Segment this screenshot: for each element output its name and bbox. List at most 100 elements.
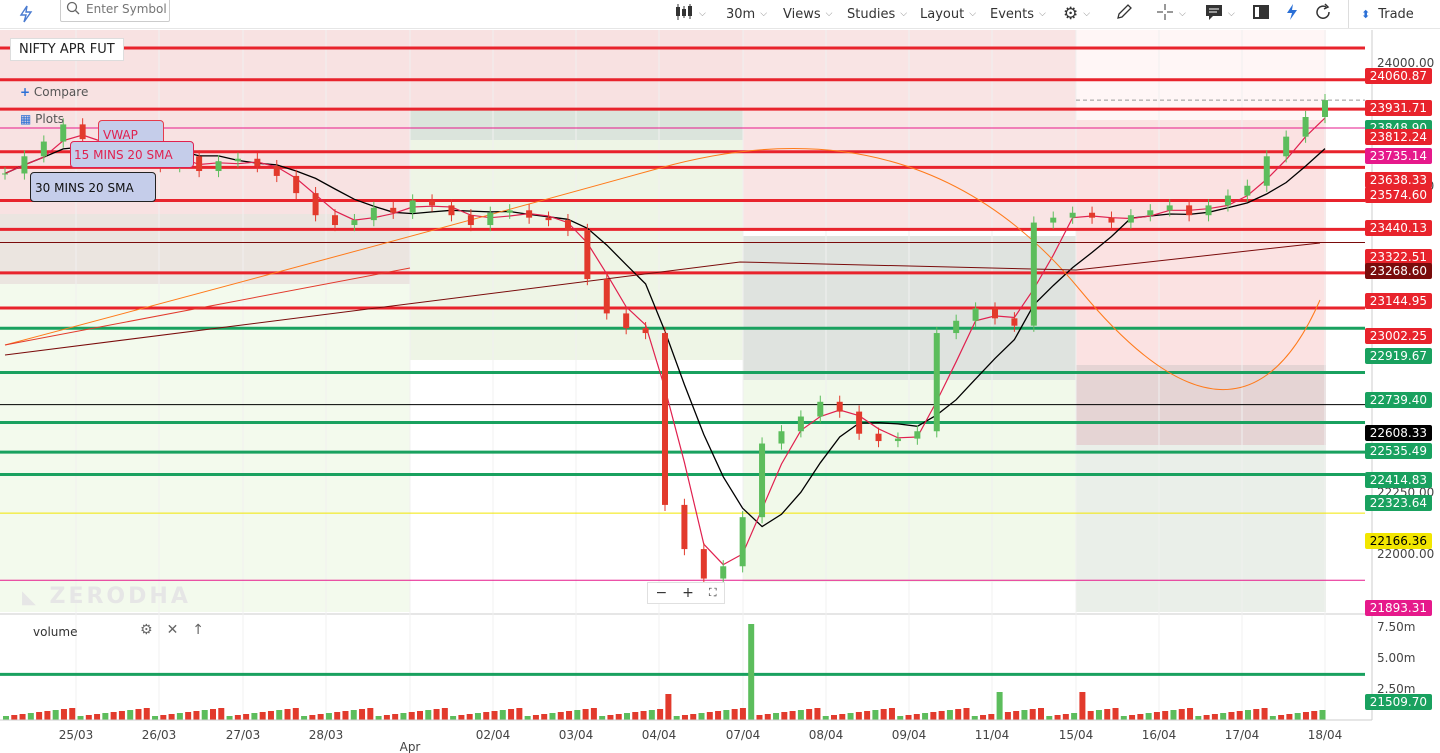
volume-bar <box>1302 712 1309 720</box>
volume-bar <box>1004 712 1011 720</box>
fullscreen-icon[interactable]: ⛶ <box>708 586 717 599</box>
plots-button[interactable]: ▦ Plots <box>20 112 64 126</box>
close-icon[interactable]: ✕ <box>166 622 179 638</box>
volume-bar <box>226 716 233 720</box>
candle-body <box>953 320 960 334</box>
zoom-in-button[interactable]: + <box>682 585 694 601</box>
gear-icon[interactable]: ⚙ <box>140 622 153 638</box>
volume-bar <box>1261 708 1268 720</box>
candle-body <box>40 141 47 157</box>
views-dropdown[interactable]: Views ⌵ <box>783 0 832 28</box>
chart-type-button[interactable]: ⌵ <box>674 0 706 28</box>
price-chart[interactable]: 24000.0023500.0022250.0022000.007.50m5.0… <box>0 28 1440 753</box>
volume-bar <box>1129 715 1136 720</box>
comment-button[interactable]: ⌵ <box>1205 0 1235 28</box>
crosshair-button[interactable]: ⌵ <box>1156 0 1186 28</box>
price-tag: 23574.60 <box>1364 187 1432 204</box>
volume-bar <box>797 710 804 720</box>
trade-label: Trade <box>1378 6 1414 22</box>
x-axis-label: 04/04 <box>642 728 677 742</box>
draw-button[interactable] <box>1115 0 1133 28</box>
zoom-out-button[interactable]: − <box>655 585 668 601</box>
ema-orange-line <box>4 148 1321 390</box>
candle-body <box>1011 318 1018 326</box>
volume-bar <box>789 711 796 720</box>
volume-bar <box>1228 712 1235 720</box>
compare-button[interactable]: + Compare <box>20 85 88 99</box>
volume-bar <box>259 712 266 720</box>
volume-bar <box>474 713 481 720</box>
chevron-down-icon: ⌵ <box>699 9 706 19</box>
volume-bar <box>176 713 183 720</box>
panel-toggle-button[interactable] <box>1252 0 1270 28</box>
volume-bar <box>325 713 332 720</box>
volume-bar <box>292 708 299 720</box>
views-label: Views <box>783 6 821 22</box>
refresh-button[interactable] <box>1314 0 1332 28</box>
symbol-search[interactable] <box>60 0 170 22</box>
x-axis-label: 26/03 <box>142 728 177 742</box>
volume-axis-label: 5.00m <box>1377 651 1415 665</box>
axes: 24000.0023500.0022250.0022000.007.50m5.0… <box>0 30 1434 753</box>
volume-bar <box>367 708 374 720</box>
x-axis-label: 15/04 <box>1059 728 1094 742</box>
candle-body <box>739 517 746 567</box>
x-axis-label: 03/04 <box>559 728 594 742</box>
chevron-down-icon: ⌵ <box>1083 9 1091 19</box>
volume-bar <box>888 708 895 720</box>
events-dropdown[interactable]: Events ⌵ <box>990 0 1046 28</box>
volume-bar <box>748 624 755 720</box>
comment-icon <box>1205 4 1223 24</box>
volume-bar <box>1162 711 1169 720</box>
lightning-icon[interactable] <box>18 0 34 28</box>
layout-dropdown[interactable]: Layout ⌵ <box>920 0 976 28</box>
volume-bar <box>201 710 208 720</box>
volume-bar <box>210 709 216 720</box>
candle-body <box>467 215 474 226</box>
price-tag: 23144.95 <box>1364 292 1432 309</box>
trade-button[interactable]: ⬍ Trade <box>1348 0 1414 28</box>
volume-bar <box>574 710 581 720</box>
volume-bar <box>1311 711 1318 720</box>
zone-rect <box>1076 445 1326 615</box>
settings-button[interactable]: ⚙ ⌵ <box>1063 0 1090 28</box>
volume-bar <box>524 716 531 720</box>
volume-bar <box>723 710 730 720</box>
arrow-up-icon[interactable]: ↑ <box>192 622 205 638</box>
studies-dropdown[interactable]: Studies ⌵ <box>847 0 907 28</box>
price-tag: 22166.36 <box>1364 533 1432 550</box>
volume-bar <box>60 709 67 720</box>
volume-bar <box>1137 714 1144 720</box>
interval-dropdown[interactable]: 30m ⌵ <box>726 0 767 28</box>
volume-bar <box>400 713 407 720</box>
quick-trade-button[interactable] <box>1284 0 1300 28</box>
candle-body <box>21 156 28 174</box>
volume-bar <box>234 715 241 720</box>
price-tag: 22919.67 <box>1364 348 1432 365</box>
candle-body <box>778 431 785 444</box>
volume-bar <box>433 709 440 720</box>
volume-bar <box>19 714 26 720</box>
panel-icon <box>1252 4 1270 24</box>
volume-bar <box>988 714 995 720</box>
x-axis-label: Apr <box>400 740 421 753</box>
candle-body <box>234 158 241 162</box>
volume-bar <box>872 710 879 720</box>
volume-bar <box>1170 710 1177 720</box>
price-tag: 23440.13 <box>1364 220 1432 237</box>
volume-bar <box>143 708 150 720</box>
candle-body <box>390 207 397 213</box>
search-input[interactable] <box>84 1 168 17</box>
interval-label: 30m <box>726 6 756 22</box>
volume-bar <box>541 714 548 720</box>
volume-bar <box>1104 709 1111 720</box>
candle-body <box>2 173 8 175</box>
volume-bar <box>549 713 556 720</box>
chevron-down-icon: ⌵ <box>900 9 908 19</box>
volume-bar <box>922 713 929 720</box>
x-axis-label: 17/04 <box>1225 728 1260 742</box>
plots-label: Plots <box>35 112 65 126</box>
volume-label: volume <box>33 625 78 639</box>
candle-body <box>856 411 863 434</box>
candle-body <box>875 433 882 442</box>
